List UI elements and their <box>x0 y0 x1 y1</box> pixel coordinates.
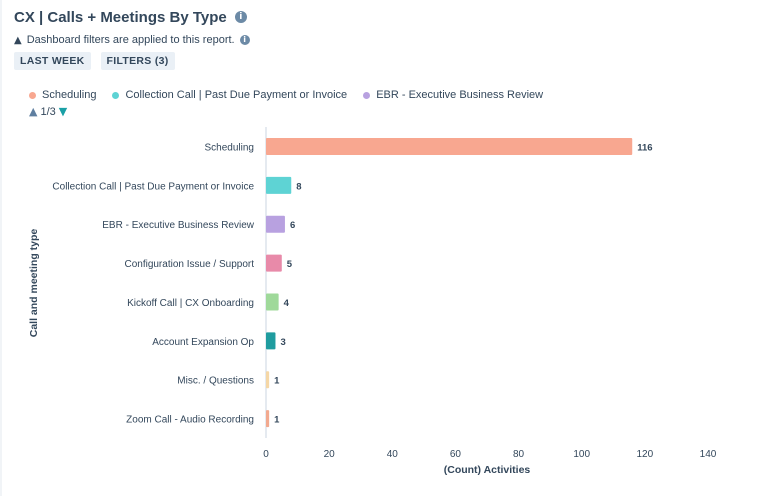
x-tick-label: 40 <box>387 449 399 460</box>
data-label: 5 <box>287 259 293 270</box>
bar[interactable] <box>266 215 285 233</box>
bar[interactable] <box>266 254 282 272</box>
x-tick-label: 80 <box>513 449 525 460</box>
legend-label: EBR - Executive Business Review <box>376 89 544 101</box>
filters-button[interactable]: FILTERS (3) <box>100 52 175 70</box>
legend-dot-icon <box>29 91 36 99</box>
category-label: Scheduling <box>205 142 254 153</box>
left-edge <box>0 0 2 496</box>
bar[interactable] <box>266 332 276 350</box>
category-label: Misc. / Questions <box>177 376 254 387</box>
data-label: 6 <box>290 220 295 231</box>
x-tick-label: 140 <box>700 449 717 460</box>
category-label: Zoom Call - Audio Recording <box>126 415 254 426</box>
legend-item-scheduling[interactable]: Scheduling <box>29 89 96 101</box>
data-label: 4 <box>284 298 290 309</box>
report-tags: LAST WEEK FILTERS (3) <box>14 52 175 70</box>
warning-icon: ▲ <box>14 34 22 46</box>
data-label: 8 <box>296 181 301 192</box>
report-title: CX | Calls + Meetings By Type <box>14 8 227 26</box>
x-tick-label: 0 <box>263 449 269 460</box>
bar[interactable] <box>266 410 270 428</box>
pager-text: 1/3 <box>40 105 56 118</box>
data-label: 1 <box>274 415 280 426</box>
report-header: CX | Calls + Meetings By Type i <box>14 6 247 28</box>
filter-info-icon[interactable]: i <box>239 35 250 45</box>
x-tick-label: 20 <box>324 449 336 460</box>
bar[interactable] <box>266 371 270 389</box>
pager-up-icon[interactable]: ▲ <box>29 105 38 118</box>
legend-label: Collection Call | Past Due Payment or In… <box>125 89 348 101</box>
legend-item-collection-call[interactable]: Collection Call | Past Due Payment or In… <box>112 89 347 101</box>
bar[interactable] <box>266 176 292 194</box>
category-label: Collection Call | Past Due Payment or In… <box>52 181 254 192</box>
legend-dot-icon <box>112 91 120 99</box>
x-axis-title: (Count) Activities <box>444 464 531 476</box>
category-label: EBR - Executive Business Review <box>102 220 255 231</box>
pager-down-icon[interactable]: ▼ <box>58 105 68 118</box>
bar[interactable] <box>266 293 279 311</box>
data-label: 1 <box>274 376 280 387</box>
x-tick-label: 60 <box>450 449 462 460</box>
legend-pager: ▲ 1/3 ▼ <box>29 105 67 118</box>
category-label: Configuration Issue / Support <box>124 259 254 270</box>
legend-item-ebr[interactable]: EBR - Executive Business Review <box>363 89 543 101</box>
filter-note-text: Dashboard filters are applied to this re… <box>26 34 235 46</box>
data-label: 116 <box>637 142 652 153</box>
bar[interactable] <box>266 137 633 155</box>
category-label: Kickoff Call | CX Onboarding <box>127 298 254 309</box>
y-axis-title: Call and meeting type <box>28 229 40 338</box>
x-tick-label: 120 <box>637 449 654 460</box>
chart-legend: Scheduling Collection Call | Past Due Pa… <box>29 89 543 101</box>
data-label: 3 <box>280 337 285 348</box>
legend-dot-icon <box>363 91 371 99</box>
category-label: Account Expansion Op <box>152 337 254 348</box>
x-tick-label: 100 <box>573 449 590 460</box>
filter-note: ▲ Dashboard filters are applied to this … <box>14 34 250 46</box>
info-icon[interactable]: i <box>234 11 247 23</box>
date-range-button[interactable]: LAST WEEK <box>14 52 91 70</box>
legend-label: Scheduling <box>42 89 97 101</box>
